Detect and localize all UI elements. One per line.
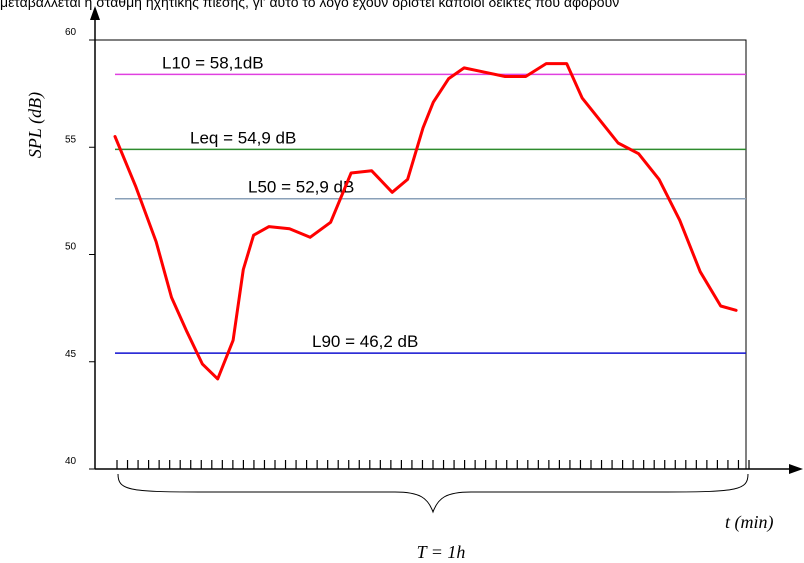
spl-series-line xyxy=(113,62,738,381)
y-tick-label: 50 xyxy=(65,242,77,253)
header-text: μεταβάλλεται η στάθμη ηχητικής πίεσης, γ… xyxy=(0,0,619,10)
y-tick-label: 40 xyxy=(65,456,77,467)
y-axis-arrowhead xyxy=(90,6,100,20)
period-brace xyxy=(117,473,749,514)
reference-lines: L10 = 58,1dB Leq = 54,9 dB L50 = 52,9 dB L9… xyxy=(115,53,746,354)
y-tick-label: 45 xyxy=(65,349,77,360)
y-tick-label: 60 xyxy=(65,27,77,38)
x-tick-group xyxy=(116,460,750,469)
y-tick-label: 55 xyxy=(65,134,77,145)
x-axis-arrowhead xyxy=(789,464,803,474)
ref-label-l50: L50 = 52,9 dB xyxy=(248,178,354,197)
y-axis-title: SPL (dB) xyxy=(25,92,46,158)
period-label: T = 1h xyxy=(417,542,466,562)
ref-label-leq: Leq = 54,9 dB xyxy=(190,128,296,147)
y-tick-group: 60 55 50 45 40 xyxy=(65,27,95,470)
plot-frame xyxy=(94,39,747,470)
ref-label-l90: L90 = 46,2 dB xyxy=(312,332,418,351)
x-axis-title: t (min) xyxy=(725,512,774,533)
ref-label-l10: L10 = 58,1dB xyxy=(162,53,264,72)
